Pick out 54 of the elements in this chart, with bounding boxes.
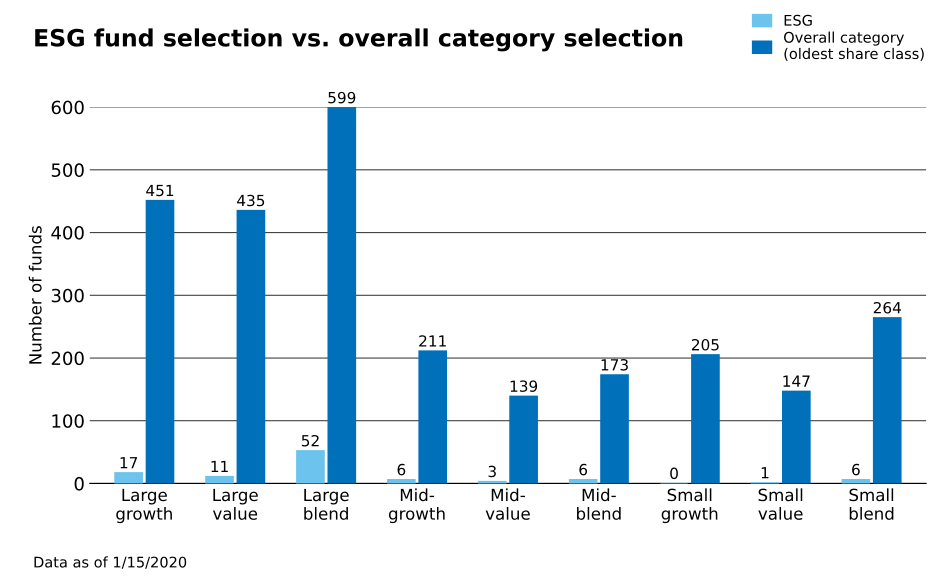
- y-axis-title: Number of funds: [28, 226, 42, 364]
- data-label: 6: [852, 464, 860, 476]
- data-label: 435: [237, 194, 264, 206]
- x-tick-label: Large blend: [304, 488, 349, 520]
- bar: [509, 396, 538, 484]
- bar: [327, 107, 356, 484]
- bar: [842, 479, 870, 484]
- data-label: 211: [419, 335, 446, 347]
- bar: [872, 317, 902, 484]
- data-label: 264: [874, 302, 901, 314]
- y-tick-label: 600: [52, 100, 84, 114]
- bar: [236, 210, 266, 484]
- y-tick-label: 300: [52, 288, 84, 302]
- data-label: 6: [398, 464, 406, 476]
- data-label: 205: [692, 338, 719, 351]
- data-label: 173: [602, 359, 628, 371]
- legend-label: Overall category (oldest share class): [784, 32, 924, 61]
- bar: [387, 479, 416, 484]
- data-label: 3: [488, 466, 496, 478]
- x-tick-label: Small value: [758, 488, 803, 520]
- data-label: 147: [783, 376, 810, 387]
- y-tick-label: 100: [52, 414, 84, 428]
- data-label: 52: [302, 434, 319, 446]
- data-label: 0: [670, 468, 678, 480]
- data-label: 599: [328, 92, 356, 104]
- data-label: 6: [579, 464, 588, 476]
- bar: [600, 374, 629, 484]
- chart-title: ESG fund selection vs. overall category selection: [35, 28, 682, 52]
- data-label: 11: [212, 460, 228, 472]
- x-tick-label: Small growth: [662, 488, 718, 524]
- bar: [296, 450, 325, 484]
- bar: [114, 472, 143, 484]
- data-label: 139: [510, 380, 538, 392]
- x-tick-label: Mid- growth: [388, 488, 445, 524]
- y-tick-label: 0: [74, 476, 84, 491]
- bar: [691, 354, 720, 484]
- bar: [782, 390, 811, 484]
- bar: [146, 200, 174, 484]
- x-tick-label: Large value: [212, 488, 258, 520]
- x-tick-label: Small blend: [850, 488, 894, 520]
- y-tick-label: 500: [52, 163, 84, 177]
- y-tick-label: 200: [52, 351, 84, 366]
- text: Data as of 1/15/2020: [34, 556, 186, 569]
- legend-label: ESG: [784, 14, 812, 26]
- data-label: 451: [146, 184, 174, 196]
- bar: [568, 479, 598, 484]
- x-tick-label: Mid- value: [486, 488, 530, 520]
- bar: [205, 476, 234, 484]
- data-label: 1: [762, 467, 768, 478]
- x-tick-label: Large growth: [116, 488, 172, 524]
- y-tick-label: 400: [51, 226, 84, 240]
- data-label: 17: [120, 457, 138, 468]
- x-tick-label: Mid- blend: [577, 488, 621, 520]
- bar: [418, 350, 448, 484]
